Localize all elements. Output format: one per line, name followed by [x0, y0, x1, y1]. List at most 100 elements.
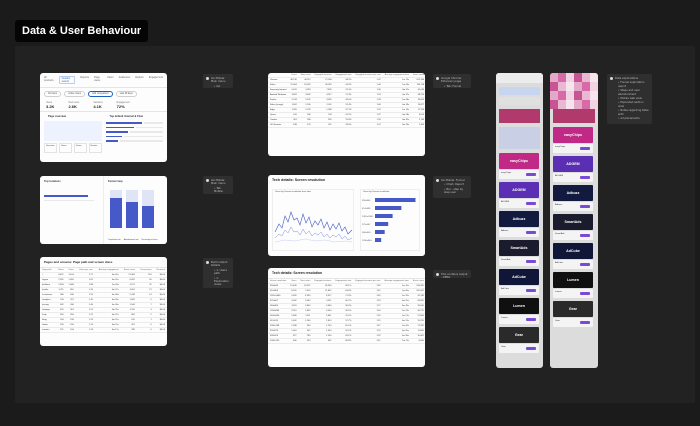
install-button[interactable]: [526, 231, 536, 234]
ad-banner[interactable]: ADGEM: [499, 182, 539, 198]
table-row[interactable]: Android Webview 3,981 3,402 4,917 57.3% 1.24 0…: [268, 92, 425, 99]
ad-banner[interactable]: SmartAds: [499, 240, 539, 256]
install-button[interactable]: [526, 173, 536, 176]
install-button[interactable]: [526, 347, 536, 350]
ad-banner[interactable]: Lumen: [553, 272, 593, 288]
table-row[interactable]: /profile 1,211 810 1.49 0m 57s 3,001 21 $0.00: [40, 287, 167, 294]
install-button[interactable]: [580, 292, 590, 295]
ad-banner[interactable]: Adbuzz: [553, 185, 593, 201]
filter-chip[interactable]: Add comparison: [88, 91, 113, 97]
install-button[interactable]: [580, 176, 590, 179]
table-row[interactable]: 390x844 12,440 10,912 18,204 66.1% 1.46 1m 10s…: [268, 283, 425, 290]
table-row[interactable]: /pricing 602 430 1.40 0m 36s 1,544 7 $0.00: [40, 302, 167, 309]
table-row[interactable]: /help 318 260 1.22 0m 22s 802 2 $0.00: [40, 312, 167, 319]
table-cell: 14,877: [411, 102, 425, 109]
table-cell: 14: [136, 292, 154, 299]
table-cell: 4,917: [312, 92, 334, 99]
pixel-block: [550, 73, 558, 82]
tech-bottom-frame: Tech details: Screen resolution Screen r…: [268, 268, 425, 367]
table-row[interactable]: /platform 1,894 1,008 1.88 1m 04s 4,917 32 $0.0…: [40, 282, 167, 289]
install-button[interactable]: [580, 147, 590, 150]
funnel-step-2: [126, 190, 138, 228]
ad-banner[interactable]: Lumen: [499, 298, 539, 314]
bar-chart-title: Users by Screen resolution: [363, 191, 390, 193]
table-row[interactable]: Edge 1,455 1,120 1,998 67.7% 1.37 1m 15s 17,310: [268, 107, 425, 114]
table-row[interactable]: /about 190 166 1.14 0m 19s 451 0 $0.00: [40, 322, 167, 329]
funnel-steps: [110, 190, 160, 228]
install-button[interactable]: [580, 263, 590, 266]
table-row[interactable]: /8,421 3,104 2.71 0m 42s 21,304 118 $0.00: [40, 272, 167, 279]
table-row[interactable]: UC Browser 188 170 201 49.6% 1.07 0m 29s 1,402: [268, 122, 425, 129]
table-row[interactable]: Opera 612 540 744 61.2% 1.22 0m 58s 6,015: [268, 112, 425, 119]
table-cell: Opera: [268, 112, 289, 119]
table-row[interactable]: Firefox 2,744 2,101 3,655 66.0% 1.33 1m 08s 30,…: [268, 97, 425, 104]
tab-reports[interactable]: Reports: [80, 76, 89, 79]
ad-banner[interactable]: SmartAds: [553, 214, 593, 230]
table-row[interactable]: Chrome 48,210 40,112 71,004 68.2% 1.47 1m 12s 6…: [268, 77, 425, 84]
tab-all-products[interactable]: All products: [44, 76, 54, 82]
table-row[interactable]: /blog 244 198 1.23 0m 51s 612 1 $0.00: [40, 317, 167, 324]
ad-footer: easyChips: [499, 170, 539, 179]
table-row[interactable]: 1920x1080 5,409 4,330 8,917 71.3% 1.65 1m 32s 9…: [268, 293, 425, 300]
table-row[interactable]: 375x667 4,002 3,540 5,311 60.2% 1.33 0m 55s 44,…: [268, 298, 425, 305]
install-button[interactable]: [580, 205, 590, 208]
tab-page-views[interactable]: Page views: [93, 76, 101, 82]
filter-chip[interactable]: Last 28 days: [115, 91, 137, 97]
table-row[interactable]: Safari 21,404 18,022 30,918 64.9% 1.44 1m 03s 2…: [268, 82, 425, 89]
table-cell: 198: [65, 317, 76, 324]
bar-label: 360x800: [362, 232, 371, 234]
table-row[interactable]: 360x800 3,118 2,804 3,960 58.4% 1.27 0m 49s 33,…: [268, 303, 425, 310]
table-row[interactable]: 1440x900 1,640 1,311 2,601 70.5% 1.59 1m 21s 27…: [268, 313, 425, 320]
install-button[interactable]: [526, 202, 536, 205]
table-cell: 2,210: [288, 308, 299, 315]
table-cell: /contact: [40, 327, 56, 334]
pages-table: Page path Views Users Views per user Average…: [40, 268, 167, 334]
ad-banner[interactable]: Gear: [553, 301, 593, 317]
install-button[interactable]: [526, 260, 536, 263]
table-row[interactable]: 393x873 1,010 902 1,304 59.9% 1.29 0m 50s 11,84…: [268, 328, 425, 335]
filter-chip[interactable]: Active Users: [64, 91, 86, 97]
install-button[interactable]: [526, 289, 536, 292]
table-row[interactable]: Yandex 301 266 355 55.8% 1.18 0m 42s 2,744: [268, 117, 425, 124]
ad-banner[interactable]: easyChips: [553, 127, 593, 143]
table-row[interactable]: /analytics 744 512 1.45 0m 39s 1,902 9 $0.00: [40, 297, 167, 304]
legend-item: Abandonment rate: [123, 239, 139, 241]
install-button[interactable]: [580, 321, 590, 324]
table-row[interactable]: 1536x864 2,210 1,802 3,544 69.9% 1.60 1m 24s 36…: [268, 308, 425, 315]
ad-banner[interactable]: AdCube: [553, 243, 593, 259]
ad-banner[interactable]: Adbuzz: [499, 211, 539, 227]
tab-explore[interactable]: Explore: [135, 76, 144, 79]
pixel-block: [574, 91, 582, 100]
note-line: Tab: Funnel exploration table with Bar: [441, 85, 468, 88]
table-row[interactable]: Samsung Internet 6,012 5,318 7,820 59.1% 1.30…: [268, 87, 425, 94]
install-button[interactable]: [580, 234, 590, 237]
table-row[interactable]: 412x915 1,402 1,240 1,810 57.7% 1.29 0m 51s 15,…: [268, 318, 425, 325]
column-header: New users: [298, 73, 313, 79]
ad-banner[interactable]: easyChips: [499, 153, 539, 169]
table-row[interactable]: /signin 2,301 1,420 1.62 0m 31s 6,022 45 $0.00: [40, 277, 167, 284]
ad-banner[interactable]: Gear: [499, 327, 539, 343]
table-row[interactable]: /settings 455 301 1.51 0m 29s 1,120 4 $0.00: [40, 307, 167, 314]
pixel-block: [590, 82, 598, 91]
tab-users[interactable]: Users: [107, 76, 114, 79]
tech-bottom-title: Tech details: Screen resolution: [268, 268, 425, 279]
pixel-block: [558, 82, 566, 91]
tab-custom-events[interactable]: Custom events: [58, 76, 76, 84]
table-row[interactable]: 414x896 8,105 7,014 11,802 64.8% 1.45 1m 06s 10…: [268, 288, 425, 295]
column-header: Engagement rate: [333, 73, 354, 79]
ad-banner[interactable]: ADGEM: [553, 156, 593, 172]
table-cell: 64.8%: [333, 288, 354, 295]
tab-audiences[interactable]: Audiences: [118, 76, 131, 79]
filter-chip[interactable]: All Users: [44, 91, 62, 97]
table-row[interactable]: 1366x768 1,188 960 1,744 65.0% 1.47 1m 09s 17,3…: [268, 323, 425, 330]
tab-engagement[interactable]: Engagement: [148, 76, 163, 79]
table-cell: 3,544: [312, 308, 334, 315]
section-title-right: Top default channel & Flow: [109, 115, 144, 118]
table-row[interactable]: /contact 121 104 1.16 0m 17s 298 0 $0.00: [40, 327, 167, 334]
table-row[interactable]: /customers 986 630 1.56 0m 48s 2,418 14 $0.00: [40, 292, 167, 299]
install-button[interactable]: [526, 318, 536, 321]
ad-banner[interactable]: AdCube: [499, 269, 539, 285]
table-row[interactable]: Safari (in-app) 1,902 1,760 2,011 52.4% 1.06 0…: [268, 102, 425, 109]
